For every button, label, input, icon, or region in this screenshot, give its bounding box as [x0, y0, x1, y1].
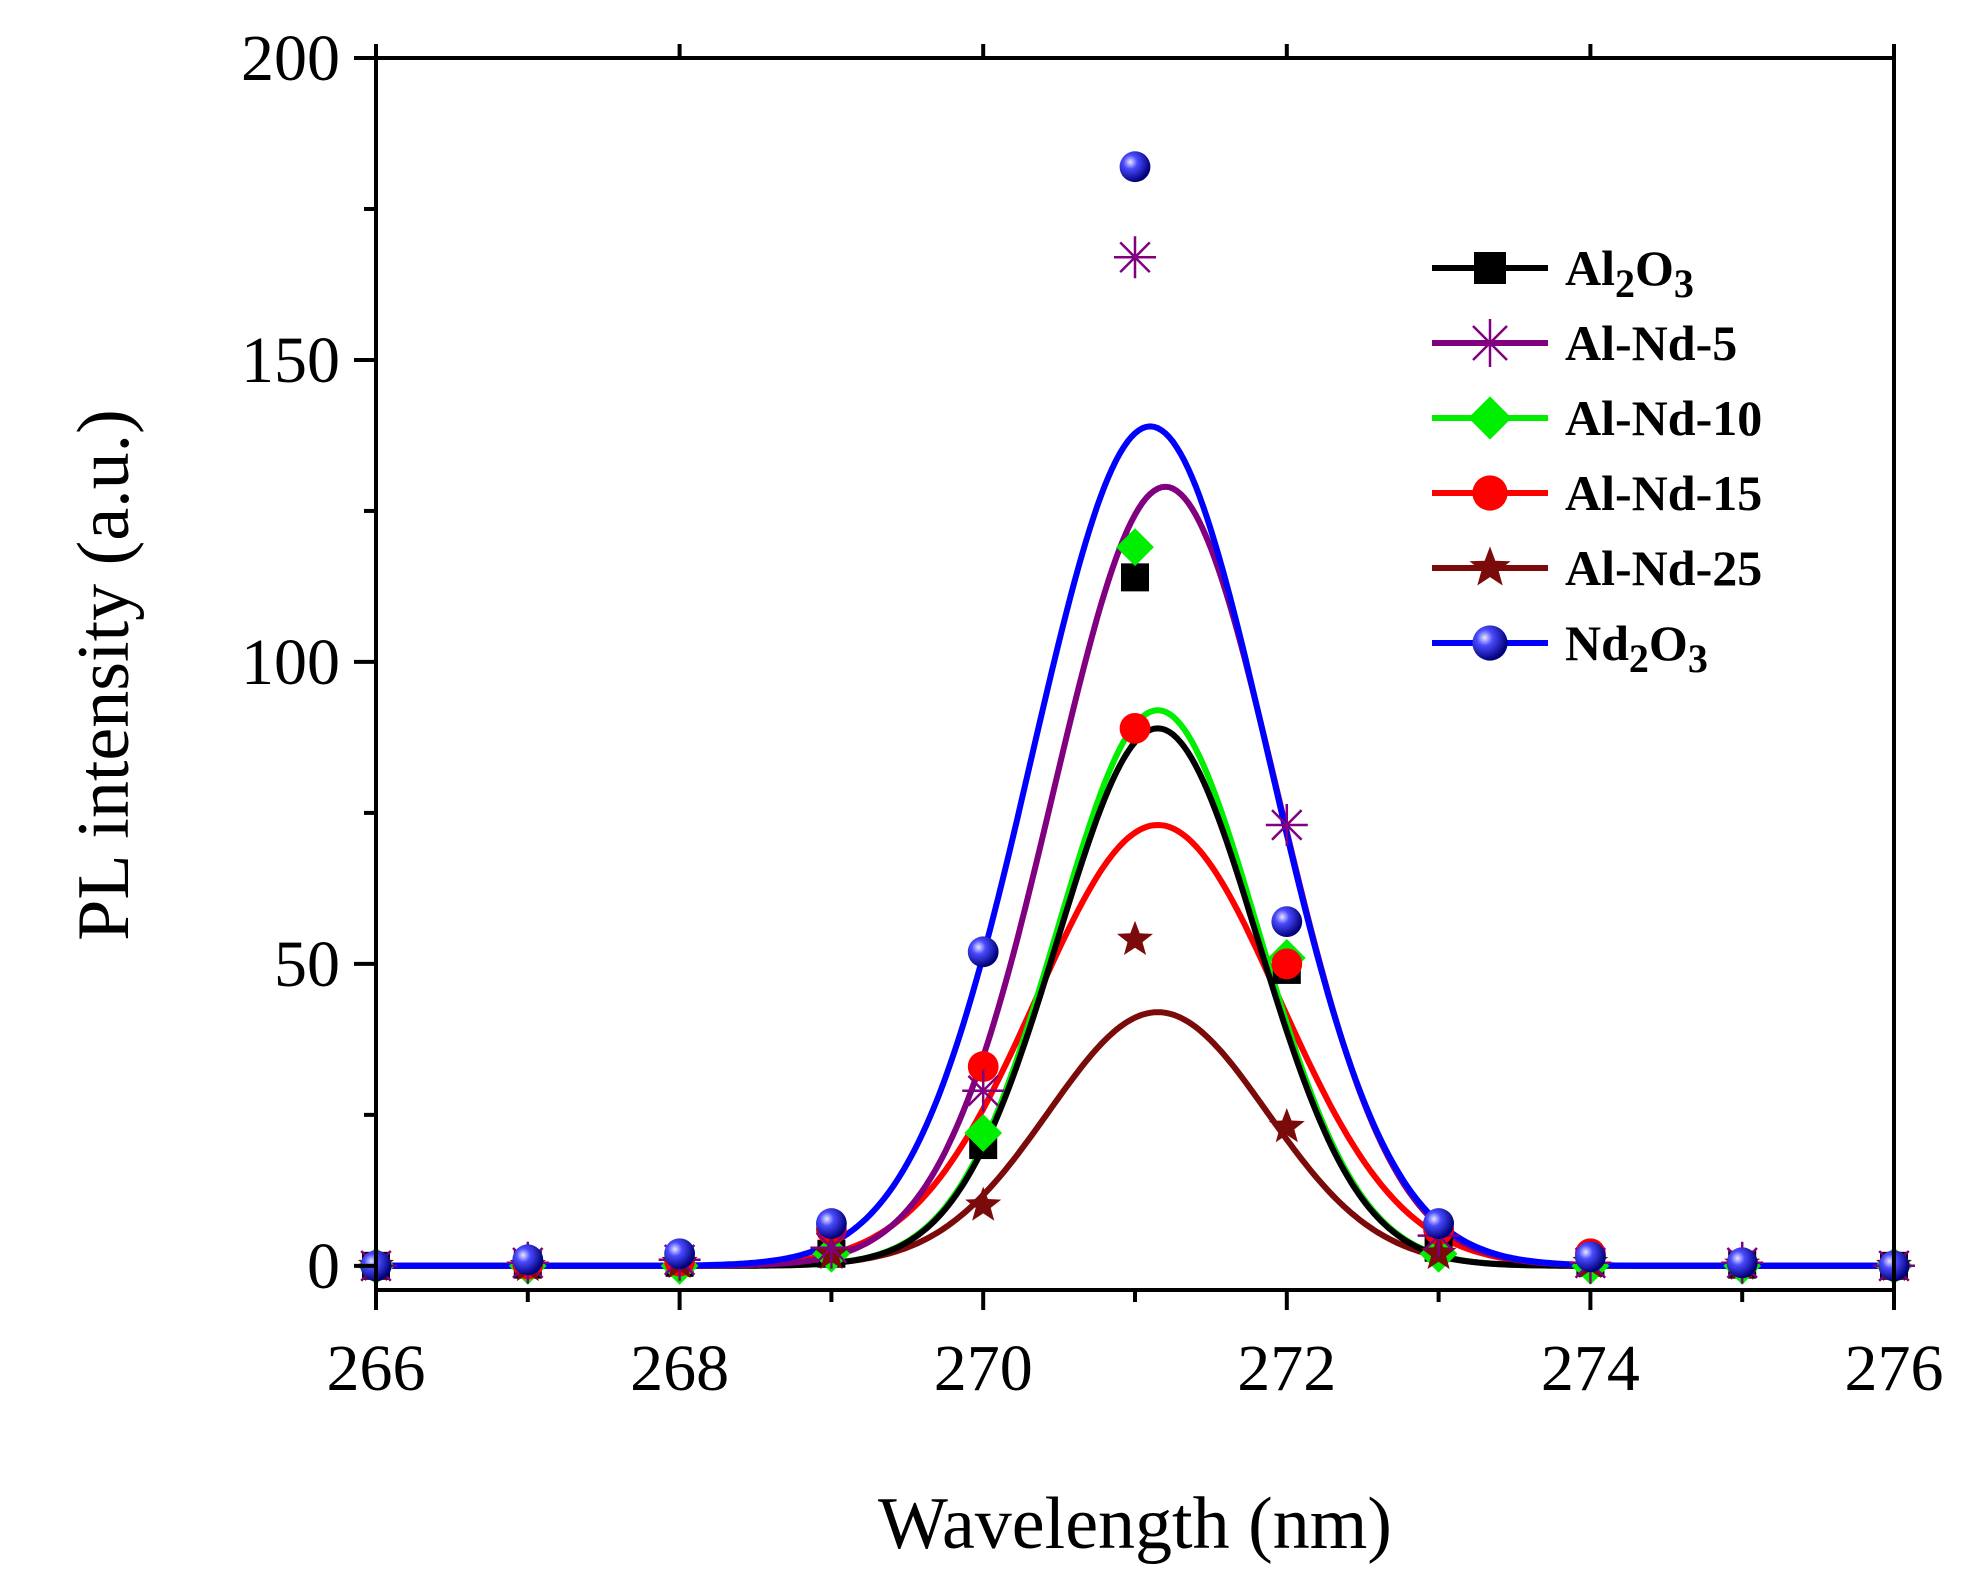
legend-label-al-nd-5: Al-Nd-5: [1565, 315, 1737, 371]
legend-label-nd2o3: Nd2O3: [1565, 615, 1708, 681]
y-tick-label: 0: [307, 1230, 340, 1303]
data-point-al-nd-10: [1116, 528, 1154, 567]
data-point-nd2o3: [512, 1244, 544, 1276]
x-tick-label: 266: [327, 1332, 426, 1405]
axes: 266 268 270 272 274 276 0 50 100 150 200: [241, 22, 1944, 1405]
x-tick-label: 270: [934, 1332, 1033, 1405]
y-tick-label: 150: [241, 324, 340, 397]
data-point-al-nd-10: [964, 1114, 1003, 1152]
data-point-al-nd-25: [1268, 1108, 1305, 1143]
y-tick-label: 200: [241, 22, 340, 95]
x-tick-label: 276: [1845, 1332, 1944, 1405]
y-tick-label: 50: [274, 928, 340, 1001]
data-point-nd2o3: [1271, 906, 1303, 938]
x-axis-title: Wavelength (nm): [878, 1483, 1392, 1565]
y-tick-label: 100: [241, 626, 340, 699]
legend-label-al-nd-15: Al-Nd-15: [1565, 465, 1762, 521]
data-point-al-nd-25: [965, 1186, 1002, 1221]
data-point-al-nd-5: [1114, 236, 1156, 279]
legend-label-al-nd-10: Al-Nd-10: [1565, 390, 1762, 446]
legend-marker: [1468, 396, 1512, 440]
data-point-nd2o3: [967, 936, 999, 968]
legend-marker: [1466, 319, 1514, 367]
legend-marker: [1472, 625, 1508, 661]
data-point-al-nd-15: [1271, 948, 1303, 980]
data-point-al-nd-15: [967, 1051, 999, 1082]
data-point-nd2o3: [1575, 1241, 1606, 1273]
fit-curve-al-nd-5: [376, 483, 1894, 1269]
legend-marker: [1469, 546, 1511, 586]
data-point-al-nd-5: [1265, 804, 1308, 846]
data-point-al-nd-5: [810, 1226, 853, 1269]
legend-label-al-nd-25: Al-Nd-25: [1565, 540, 1762, 596]
data-points: [355, 151, 1915, 1287]
data-point-nd2o3: [816, 1208, 847, 1239]
data-point-nd2o3: [1119, 151, 1151, 183]
data-point-al2o3: [1121, 563, 1149, 592]
data-point-al-nd-25: [1117, 920, 1153, 955]
data-point-al-nd-15: [1119, 712, 1151, 744]
data-point-nd2o3: [1726, 1247, 1758, 1279]
fit-curve-al-nd-10: [376, 707, 1894, 1269]
x-tick-label: 274: [1541, 1332, 1640, 1405]
x-tick-label: 272: [1237, 1332, 1336, 1405]
legend: Al2O3 Al-Nd-5 Al-Nd-10 Al-Nd-15 Al-Nd-25 Nd2O…: [1432, 240, 1762, 681]
y-axis-title: PL intensity (a.u.): [63, 409, 145, 941]
legend-marker: [1472, 475, 1508, 511]
fit-curve-al2o3: [376, 725, 1894, 1269]
legend-marker: [1474, 252, 1506, 284]
data-point-nd2o3: [1423, 1208, 1454, 1239]
fit-curve-nd2o3: [376, 423, 1894, 1269]
fit-curve-al-nd-15: [376, 822, 1894, 1269]
fit-curve-al-nd-25: [376, 1009, 1894, 1269]
data-point-al-nd-5: [962, 1069, 1005, 1112]
x-tick-label: 268: [630, 1332, 729, 1405]
data-point-nd2o3: [664, 1238, 695, 1270]
legend-label-al2o3: Al2O3: [1565, 240, 1694, 306]
